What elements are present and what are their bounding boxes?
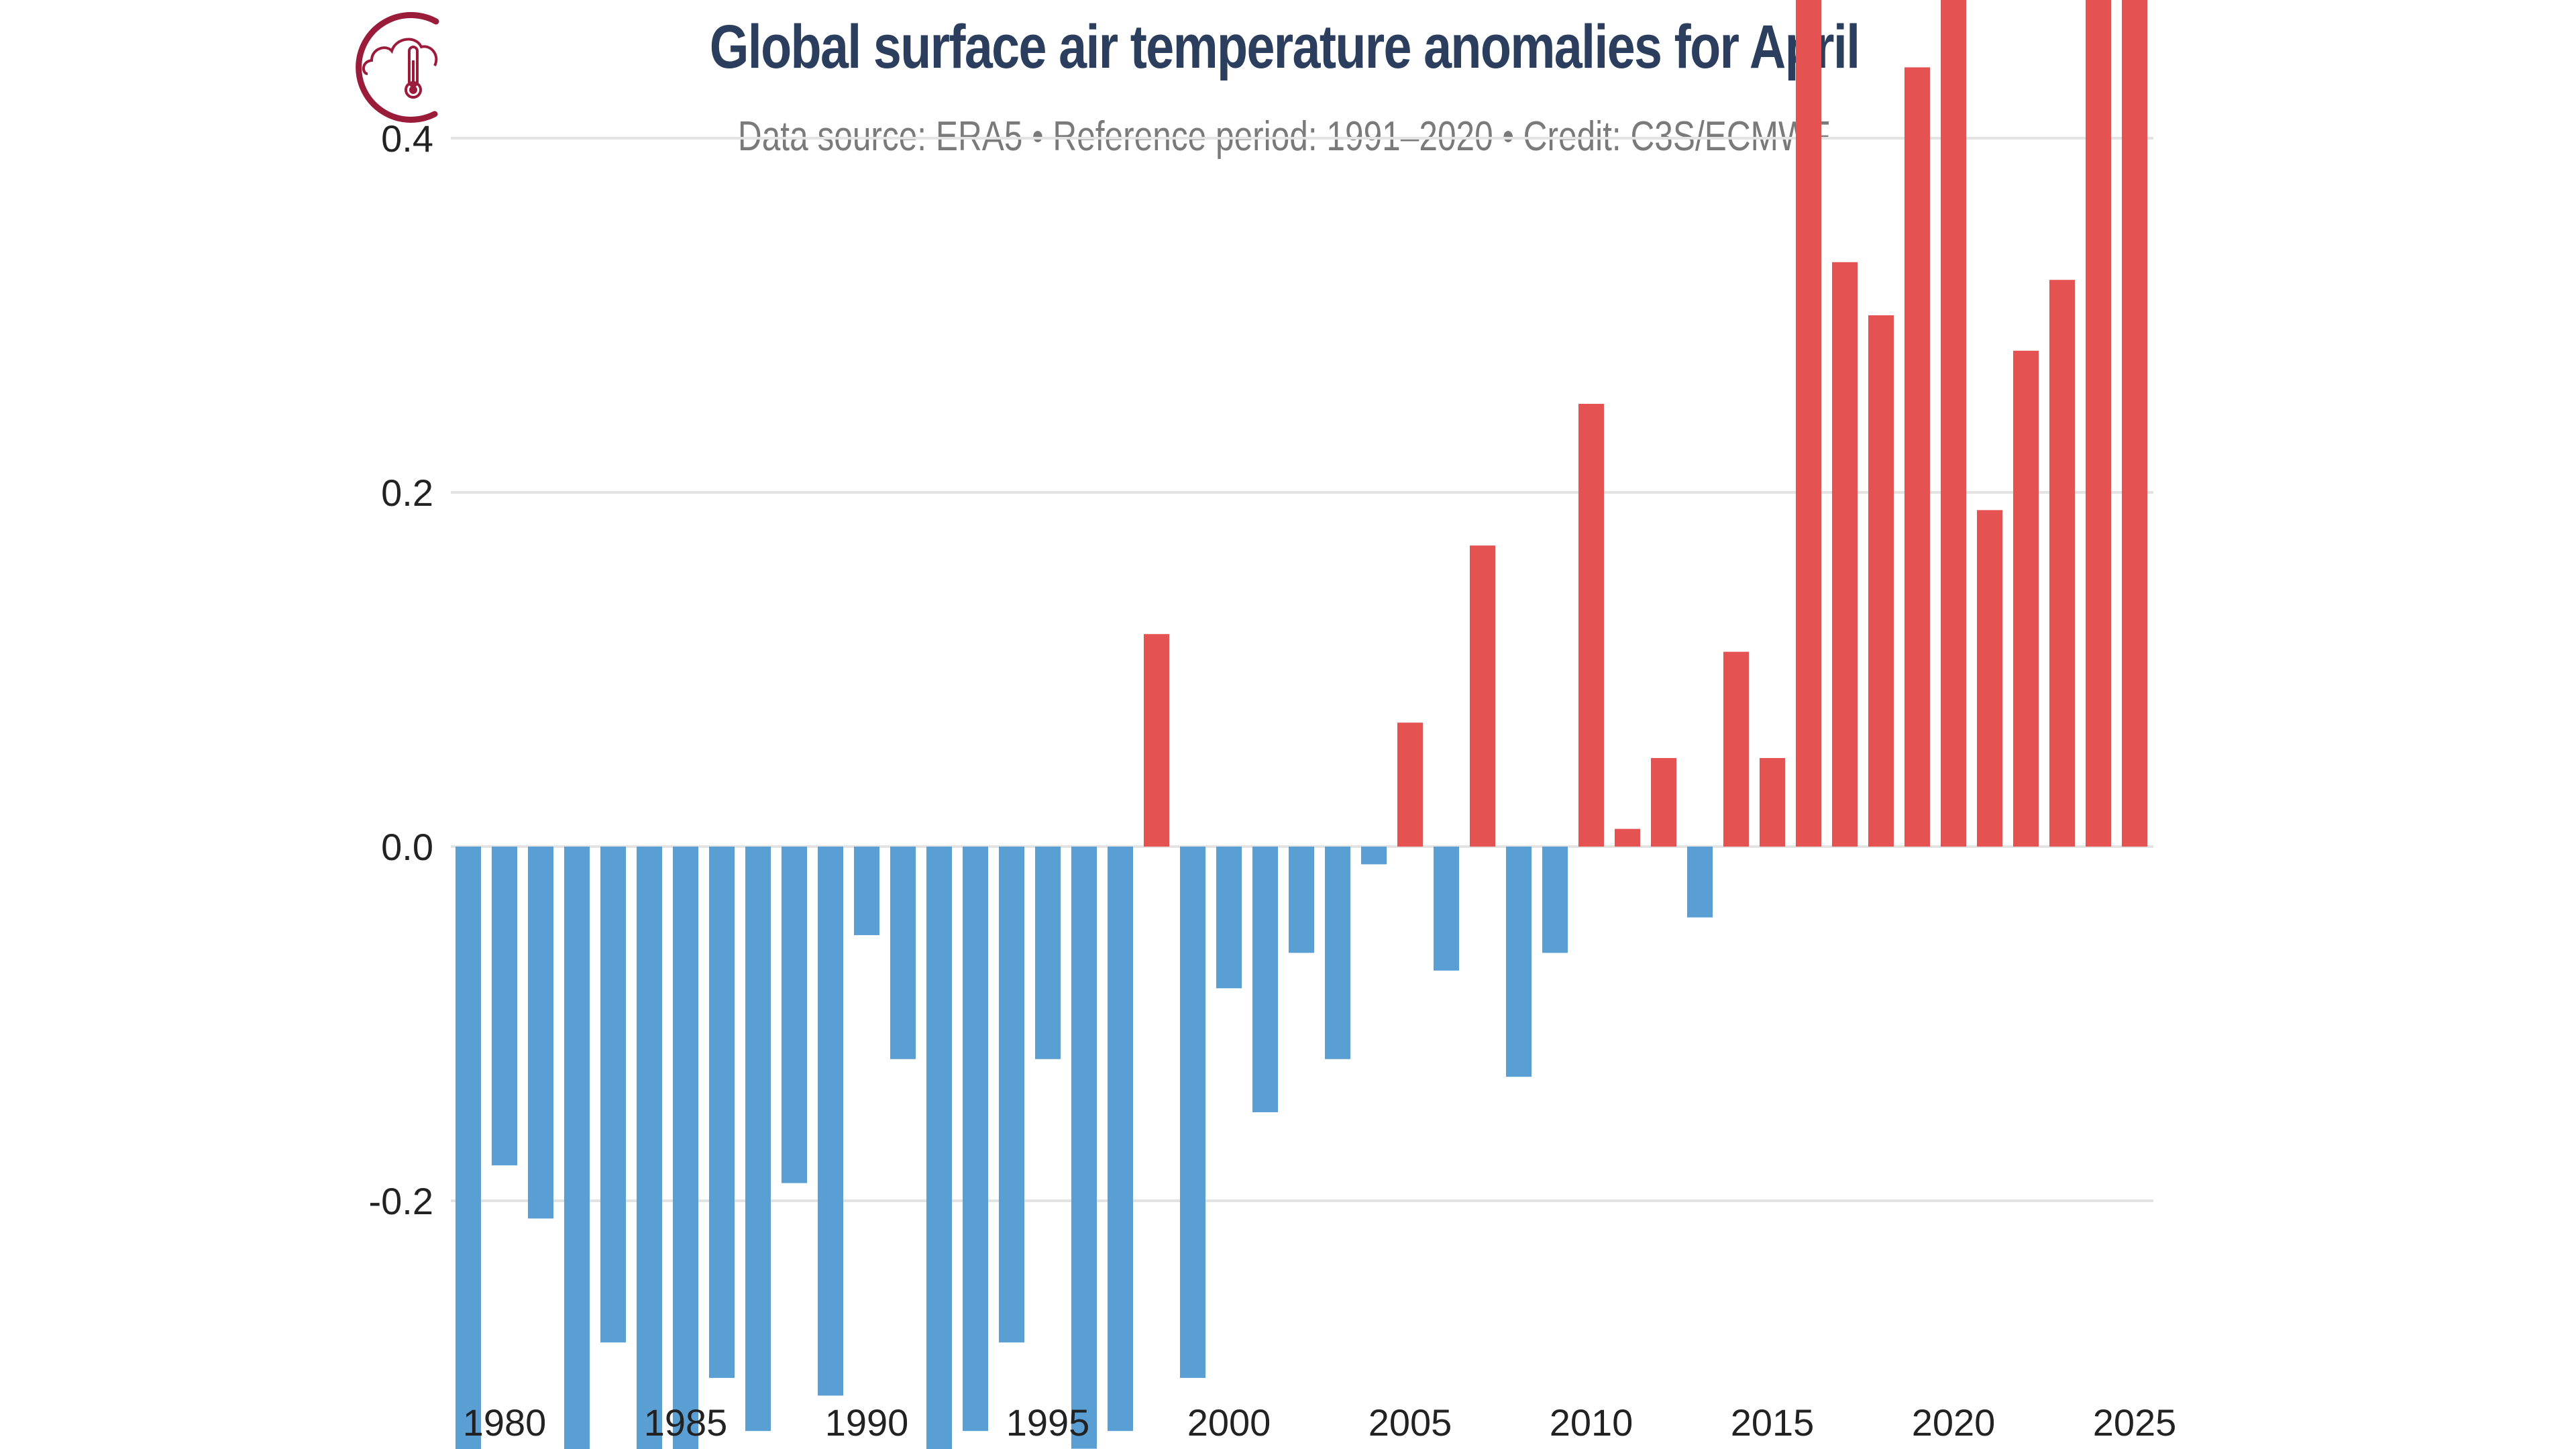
bar-2020 [1941,0,1966,847]
bar-2016 [1796,0,1821,847]
y-tick-label: 0.0 [381,826,433,868]
x-tick-label: 2005 [1368,1401,1452,1444]
bar-2003 [1325,847,1350,1059]
bar-2005 [1397,722,1423,847]
bar-1984 [637,847,662,1449]
bar-2011 [1615,828,1640,847]
bars [455,0,2147,1449]
x-tick-label: 1995 [1006,1401,1090,1444]
y-tick-label: 0.2 [381,472,433,514]
bar-2009 [1542,847,1568,953]
bar-2010 [1578,404,1604,847]
bar-1995 [1035,847,1061,1059]
bar-2024 [2086,0,2111,847]
bar-2025 [2122,0,2147,847]
x-tick-label: 2010 [1550,1401,1633,1444]
bar-1991 [890,847,916,1059]
bar-1992 [926,847,952,1449]
bar-2006 [1434,847,1459,971]
y-tick-label: -0.2 [369,1180,434,1222]
bar-2002 [1289,847,1314,953]
x-axis-ticks: 1980 1985 1990 1995 2000 2005 2010 2015 2020 2025 [463,1401,2177,1444]
bar-1985 [673,847,698,1449]
bar-1990 [854,847,879,935]
bar-1987 [745,847,771,1432]
x-tick-label: 1980 [463,1401,547,1444]
bar-2017 [1832,262,1858,847]
x-tick-label: 1990 [825,1401,909,1444]
x-tick-label: 2015 [1731,1401,1815,1444]
bar-2021 [1977,510,2002,847]
bar-2012 [1651,758,1676,847]
bar-2015 [1760,758,1785,847]
bar-2013 [1687,847,1713,918]
chart-subtitle: Data source: ERA5 • Reference period: 19… [737,113,1831,160]
bar-1989 [818,847,843,1396]
y-axis-ticks: 0.6°C0.40.20.0-0.2-0.4 [369,117,434,1222]
gridlines [451,137,2153,1202]
bar-2019 [1904,67,1930,847]
bar-1998 [1144,634,1169,847]
bar-1983 [600,847,626,1343]
bar-1994 [999,847,1024,1343]
cloud-thermometer-icon [356,12,439,123]
bar-2018 [1868,315,1894,847]
bar-1993 [963,847,988,1432]
bar-1997 [1108,847,1133,1432]
bar-2000 [1216,847,1242,989]
bar-2001 [1252,847,1278,1112]
bar-1996 [1071,847,1097,1449]
bar-2004 [1361,847,1387,865]
bar-1982 [564,847,590,1449]
bar-1980 [492,847,517,1166]
x-tick-label: 1985 [644,1401,728,1444]
x-tick-label: 2020 [1912,1401,1996,1444]
x-tick-label: 2000 [1187,1401,1271,1444]
bar-2023 [2049,280,2075,847]
x-tick-label: 2025 [2093,1401,2177,1444]
chart-title: Global surface air temperature anomalies… [709,13,1860,81]
bar-2022 [2013,350,2039,847]
bar-1988 [782,847,807,1183]
bar-1981 [528,847,553,1219]
bar-1979 [455,847,481,1449]
bar-1999 [1180,847,1205,1378]
y-tick-label: 0.4 [381,117,433,160]
bar-2014 [1723,651,1749,847]
bar-2007 [1470,545,1495,847]
bar-1986 [709,847,735,1378]
bar-2008 [1506,847,1532,1077]
